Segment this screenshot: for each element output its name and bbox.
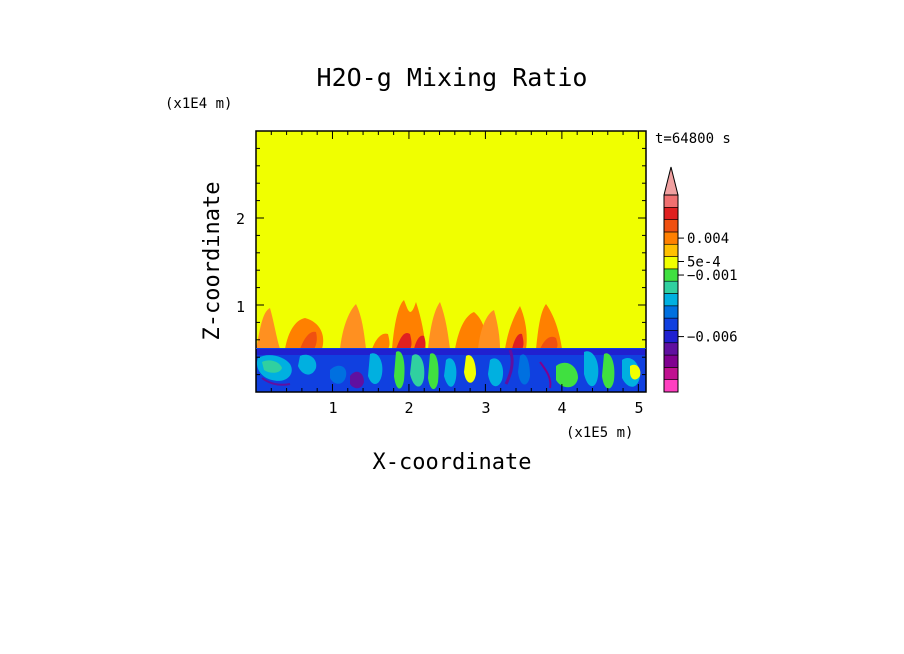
x-unit-label: (x1E5 m) xyxy=(566,425,633,441)
colorbar-label: 0.004 xyxy=(687,231,729,247)
humid-patch xyxy=(630,364,641,380)
plume xyxy=(256,308,280,349)
plume xyxy=(392,300,426,349)
time-label: t=64800 s xyxy=(655,131,731,147)
colorbar-cells xyxy=(663,194,679,393)
boundary-layer-top-band xyxy=(256,349,646,355)
humid-patch xyxy=(330,365,347,384)
colorbar-cell xyxy=(663,379,679,393)
colorbar-labels: 0.004 5e-4−0.001 −0.006 xyxy=(678,231,738,346)
y-unit-label: (x1E4 m) xyxy=(165,96,232,112)
dry-streak xyxy=(539,361,552,389)
colorbar-cell xyxy=(663,231,679,245)
dry-streak xyxy=(261,377,291,386)
colorbar-cell xyxy=(663,293,679,307)
colorbar-cell xyxy=(663,194,679,208)
x-tick-label: 4 xyxy=(557,399,566,417)
plume xyxy=(340,304,366,349)
humid-patch xyxy=(584,351,599,387)
colorbar-cell xyxy=(663,305,679,319)
humid-patch xyxy=(428,353,439,390)
colorbar-label: 5e-4 xyxy=(687,254,721,270)
plume xyxy=(540,336,558,349)
plume xyxy=(455,312,486,349)
plume xyxy=(512,333,524,349)
colorbar: 0.004 5e-4−0.001 −0.006 xyxy=(663,166,738,393)
humid-patch xyxy=(298,354,317,375)
y-tick-label: 2 xyxy=(236,210,245,228)
colorbar-cell xyxy=(663,330,679,344)
humid-patch xyxy=(444,358,457,387)
humid-patch xyxy=(464,355,476,383)
dry-streak xyxy=(350,371,364,389)
colorbar-cell xyxy=(663,219,679,233)
colorbar-cell xyxy=(663,367,679,380)
y-tick-label: 1 xyxy=(236,298,245,316)
x-tick-label: 5 xyxy=(634,399,643,417)
humid-patch xyxy=(410,354,425,387)
colorbar-cell xyxy=(663,354,679,368)
colorbar-cell xyxy=(663,243,679,257)
x-tick-label: 3 xyxy=(481,399,490,417)
colorbar-cell xyxy=(663,268,679,282)
colorbar-label: −0.001 xyxy=(687,268,738,284)
colorbar-overflow-arrow xyxy=(663,166,679,196)
humid-patch xyxy=(262,360,282,373)
axis-ticks xyxy=(256,131,646,392)
x-axis: 1 2 3 4 5 (x1E5 m) X-coordinate xyxy=(328,399,643,475)
plume xyxy=(428,302,450,349)
humid-patch xyxy=(602,353,615,389)
boundary-layer xyxy=(256,349,646,392)
colorbar-cell xyxy=(663,256,679,270)
colorbar-cell xyxy=(663,317,679,331)
plume-layer xyxy=(256,300,562,349)
dry-streak xyxy=(504,349,514,385)
colorbar-cell xyxy=(663,207,679,220)
plume xyxy=(372,333,390,349)
humid-patch xyxy=(394,351,405,389)
plume xyxy=(478,310,500,349)
colorbar-label: −0.006 xyxy=(687,330,738,346)
x-axis-title: X-coordinate xyxy=(373,450,532,475)
y-axis: 2 1 Z-coordinate xyxy=(200,182,245,341)
chart-title: H2O-g Mixing Ratio xyxy=(317,63,588,92)
plot-area xyxy=(255,130,647,393)
y-axis-title: Z-coordinate xyxy=(200,182,225,341)
plume xyxy=(414,335,426,349)
humid-patch xyxy=(368,353,383,385)
humid-patch xyxy=(518,354,530,385)
x-tick-label: 1 xyxy=(328,399,337,417)
x-tick-label: 2 xyxy=(404,399,413,417)
humid-patch xyxy=(556,362,578,388)
humid-patch xyxy=(488,358,504,387)
plume xyxy=(396,332,412,349)
plot-frame xyxy=(255,130,647,393)
colorbar-frame xyxy=(663,194,679,393)
plume xyxy=(300,331,317,349)
colorbar-cell xyxy=(663,280,679,294)
colorbar-cell xyxy=(663,342,679,356)
